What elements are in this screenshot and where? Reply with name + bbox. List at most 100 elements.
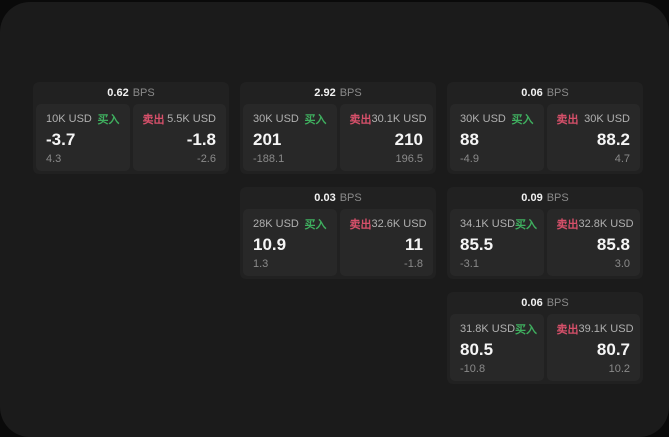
buy-delta: -188.1 xyxy=(253,153,285,165)
buy-panel[interactable]: 31.8K USD 买入 80.5 -10.8 xyxy=(450,314,544,381)
quote-card: 0.06 BPS 30K USD 买入 88 -4.9 卖出 30K USD xyxy=(447,82,643,174)
sell-price: 80.7 xyxy=(596,340,630,359)
buy-amount: 10K USD xyxy=(46,113,92,125)
buy-panel-top: 28K USD 买入 xyxy=(253,216,327,232)
sell-panel-top: 卖出 30.1K USD xyxy=(349,111,427,127)
buy-delta: 4.3 xyxy=(46,153,62,165)
buy-side-label: 买入 xyxy=(304,219,327,231)
spread-value: 0.62 xyxy=(107,87,129,99)
sell-panel-top: 卖出 30K USD xyxy=(557,111,631,127)
spread-unit: BPS xyxy=(339,192,362,204)
buy-price: -3.7 xyxy=(46,130,76,149)
sell-price: 88.2 xyxy=(596,130,630,149)
sell-panel[interactable]: 卖出 39.1K USD 80.7 10.2 xyxy=(546,314,640,381)
buy-sell-panels: 30K USD 买入 88 -4.9 卖出 30K USD 88.2 4.7 xyxy=(447,104,643,174)
sell-delta: 196.5 xyxy=(395,153,423,165)
buy-amount: 34.1K USD xyxy=(460,218,516,230)
sell-amount: 32.8K USD xyxy=(578,218,634,230)
buy-panel[interactable]: 30K USD 买入 88 -4.9 xyxy=(450,104,544,171)
buy-price: 85.5 xyxy=(460,235,494,254)
quote-card: 0.09 BPS 34.1K USD 买入 85.5 -3.1 卖出 32.8K… xyxy=(447,187,643,279)
quote-card: 0.62 BPS 10K USD 买入 -3.7 4.3 卖出 5.5K USD xyxy=(33,82,229,174)
sell-price: 210 xyxy=(394,130,423,149)
sell-panel-top: 卖出 39.1K USD xyxy=(556,321,634,337)
sell-side-label: 卖出 xyxy=(556,114,579,126)
sell-amount: 5.5K USD xyxy=(167,113,216,125)
buy-panel-top: 34.1K USD 买入 xyxy=(460,216,538,232)
sell-side-label: 卖出 xyxy=(556,324,579,336)
buy-side-label: 买入 xyxy=(511,114,534,126)
buy-panel[interactable]: 10K USD 买入 -3.7 4.3 xyxy=(36,104,130,171)
buy-price: 201 xyxy=(253,130,282,149)
quote-cards-grid: 0.62 BPS 10K USD 买入 -3.7 4.3 卖出 5.5K USD xyxy=(33,82,643,384)
buy-delta: -10.8 xyxy=(460,363,486,375)
spread-unit: BPS xyxy=(546,297,569,309)
sell-price: 11 xyxy=(405,235,423,254)
spread-header: 0.62 BPS xyxy=(33,82,229,104)
buy-price: 10.9 xyxy=(253,235,287,254)
spread-value: 2.92 xyxy=(314,87,336,99)
buy-amount: 28K USD xyxy=(253,218,299,230)
sell-delta: 4.7 xyxy=(614,153,630,165)
buy-delta: -4.9 xyxy=(460,153,479,165)
buy-side-label: 买入 xyxy=(304,114,327,126)
buy-amount: 30K USD xyxy=(460,113,506,125)
sell-amount: 30.1K USD xyxy=(371,113,427,125)
buy-sell-panels: 34.1K USD 买入 85.5 -3.1 卖出 32.8K USD 85.8… xyxy=(447,209,643,279)
buy-amount: 31.8K USD xyxy=(460,323,516,335)
quote-card: 2.92 BPS 30K USD 买入 201 -188.1 卖出 30.1K … xyxy=(240,82,436,174)
buy-side-label: 买入 xyxy=(515,219,538,231)
buy-panel-top: 10K USD 买入 xyxy=(46,111,120,127)
buy-sell-panels: 28K USD 买入 10.9 1.3 卖出 32.6K USD 11 -1.8 xyxy=(240,209,436,279)
buy-sell-panels: 31.8K USD 买入 80.5 -10.8 卖出 39.1K USD 80.… xyxy=(447,314,643,384)
sell-panel[interactable]: 卖出 5.5K USD -1.8 -2.6 xyxy=(132,104,226,171)
spread-header: 0.06 BPS xyxy=(447,82,643,104)
buy-price: 80.5 xyxy=(460,340,494,359)
buy-panel[interactable]: 30K USD 买入 201 -188.1 xyxy=(243,104,337,171)
buy-amount: 30K USD xyxy=(253,113,299,125)
buy-panel-top: 30K USD 买入 xyxy=(460,111,534,127)
sell-panel-top: 卖出 32.6K USD xyxy=(349,216,427,232)
sell-panel[interactable]: 卖出 32.8K USD 85.8 3.0 xyxy=(546,209,640,276)
buy-panel-top: 30K USD 买入 xyxy=(253,111,327,127)
sell-price: -1.8 xyxy=(186,130,216,149)
sell-price: 85.8 xyxy=(596,235,630,254)
sell-panel[interactable]: 卖出 30.1K USD 210 196.5 xyxy=(339,104,433,171)
buy-panel[interactable]: 34.1K USD 买入 85.5 -3.1 xyxy=(450,209,544,276)
spread-unit: BPS xyxy=(339,87,362,99)
buy-delta: -3.1 xyxy=(460,258,479,270)
spread-header: 0.09 BPS xyxy=(447,187,643,209)
sell-delta: 10.2 xyxy=(608,363,630,375)
sell-amount: 32.6K USD xyxy=(371,218,427,230)
spread-unit: BPS xyxy=(546,192,569,204)
sell-panel[interactable]: 卖出 32.6K USD 11 -1.8 xyxy=(339,209,433,276)
spread-value: 0.06 xyxy=(521,87,543,99)
sell-side-label: 卖出 xyxy=(556,219,579,231)
quote-card: 0.06 BPS 31.8K USD 买入 80.5 -10.8 卖出 39.1… xyxy=(447,292,643,384)
buy-price: 88 xyxy=(460,130,479,149)
spread-unit: BPS xyxy=(132,87,155,99)
sell-amount: 30K USD xyxy=(584,113,630,125)
buy-delta: 1.3 xyxy=(253,258,269,270)
sell-side-label: 卖出 xyxy=(349,114,372,126)
spread-unit: BPS xyxy=(546,87,569,99)
buy-panel[interactable]: 28K USD 买入 10.9 1.3 xyxy=(243,209,337,276)
sell-panel-top: 卖出 32.8K USD xyxy=(556,216,634,232)
buy-side-label: 买入 xyxy=(97,114,120,126)
buy-sell-panels: 30K USD 买入 201 -188.1 卖出 30.1K USD 210 1… xyxy=(240,104,436,174)
sell-panel-top: 卖出 5.5K USD xyxy=(143,111,217,127)
sell-side-label: 卖出 xyxy=(349,219,372,231)
spread-header: 2.92 BPS xyxy=(240,82,436,104)
sell-delta: 3.0 xyxy=(614,258,630,270)
quote-card: 0.03 BPS 28K USD 买入 10.9 1.3 卖出 32.6K US… xyxy=(240,187,436,279)
spread-value: 0.03 xyxy=(314,192,336,204)
sell-delta: -2.6 xyxy=(197,153,216,165)
spread-value: 0.09 xyxy=(521,192,543,204)
spread-value: 0.06 xyxy=(521,297,543,309)
buy-panel-top: 31.8K USD 买入 xyxy=(460,321,538,337)
sell-side-label: 卖出 xyxy=(142,114,165,126)
buy-side-label: 买入 xyxy=(515,324,538,336)
sell-panel[interactable]: 卖出 30K USD 88.2 4.7 xyxy=(546,104,640,171)
spread-header: 0.03 BPS xyxy=(240,187,436,209)
